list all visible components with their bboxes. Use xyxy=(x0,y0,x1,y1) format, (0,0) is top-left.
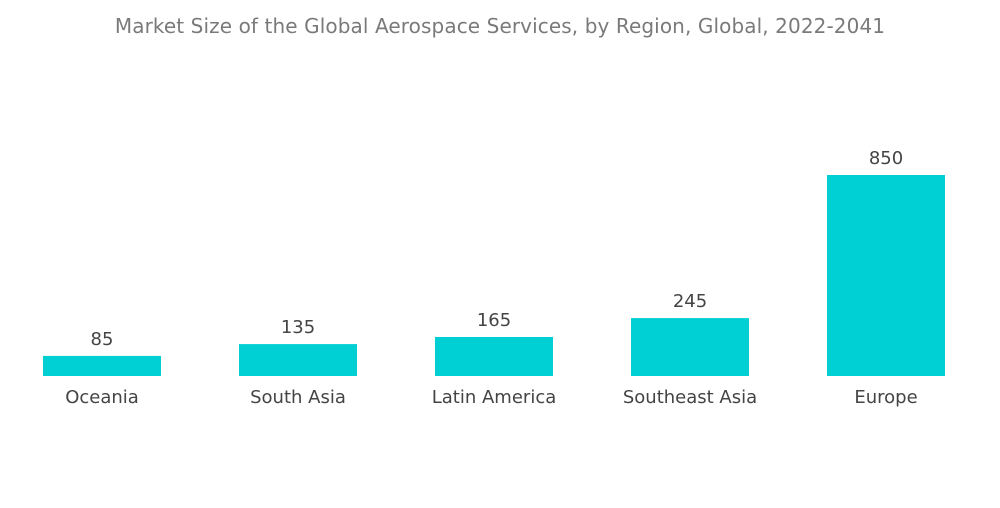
value-label-oceania: 85 xyxy=(91,329,114,350)
bar-europe xyxy=(827,175,945,376)
category-label-latin-america: Latin America xyxy=(432,387,557,408)
value-label-europe: 850 xyxy=(869,148,903,169)
category-label-europe: Europe xyxy=(854,387,917,408)
category-label-south-asia: South Asia xyxy=(250,387,346,408)
chart-title: Market Size of the Global Aerospace Serv… xyxy=(114,14,886,38)
category-label-southeast-asia: Southeast Asia xyxy=(623,387,757,408)
value-label-southeast-asia: 245 xyxy=(673,291,707,312)
category-label-oceania: Oceania xyxy=(65,387,139,408)
value-label-latin-america: 165 xyxy=(477,310,511,331)
bar-south-asia xyxy=(239,344,357,376)
value-label-south-asia: 135 xyxy=(281,317,315,338)
bar-oceania xyxy=(43,355,161,376)
bar-southeast-asia xyxy=(631,318,749,376)
bar-latin-america xyxy=(435,337,553,376)
